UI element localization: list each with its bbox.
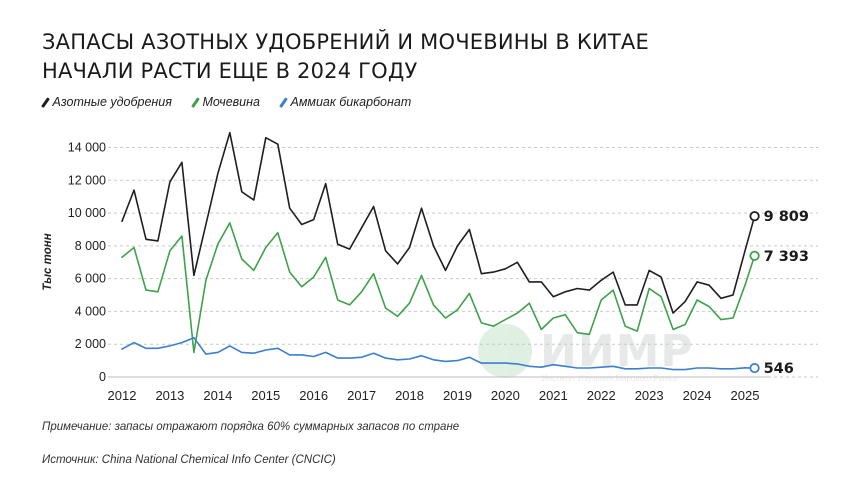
- y-tick-label: 12 000: [68, 173, 106, 187]
- x-tick-label: 2020: [491, 388, 520, 403]
- x-tick-label: 2016: [299, 388, 328, 403]
- x-tick-label: 2014: [203, 388, 232, 403]
- nitrogen-line: [121, 131, 756, 314]
- x-tick-label: 2019: [443, 388, 472, 403]
- source-note: Источник: China National Chemical Info C…: [42, 454, 336, 466]
- x-tick-label: 2021: [539, 388, 568, 403]
- legend-item-urea: Мочевина: [191, 95, 260, 109]
- footnote: Примечание: запасы отражают порядка 60% …: [42, 421, 460, 433]
- x-tick-label: 2023: [635, 388, 664, 403]
- x-tick-label: 2018: [395, 388, 424, 403]
- y-tick-label: 8 000: [75, 239, 106, 253]
- y-axis-title: Тыс тонн: [42, 233, 54, 290]
- legend-label-ammonium: Аммиак бикарбонат: [290, 95, 412, 109]
- legend-label-nitrogen: Азотные удобрения: [52, 95, 172, 109]
- y-tick-label: 2 000: [75, 337, 106, 351]
- series-layer: [121, 131, 760, 374]
- legend-item-ammonium: Аммиак бикарбонат: [279, 95, 412, 109]
- y-tick-label: 6 000: [75, 272, 106, 286]
- x-tick-label: 2012: [108, 388, 137, 403]
- y-tick-label: 4 000: [75, 304, 106, 318]
- urea-end-label: 7 393: [764, 249, 809, 265]
- x-tick-label: 2022: [587, 388, 616, 403]
- nitrogen-end-label: 9 809: [764, 209, 809, 225]
- ammonium-end-label: 546: [764, 361, 794, 377]
- ammonium-end-marker: [749, 362, 760, 374]
- chart-title-line-2: НАЧАЛИ РАСТИ ЕЩЕ В 2024 ГОДУ: [42, 59, 418, 83]
- x-tick-label: 2015: [251, 388, 280, 403]
- x-tick-label: 2025: [731, 388, 760, 403]
- x-tick-label: 2013: [155, 388, 184, 403]
- chart-title: ЗАПАСЫ АЗОТНЫХ УДОБРЕНИЙ И МОЧЕВИНЫ В КИ…: [42, 28, 762, 86]
- urea-line: [121, 222, 756, 354]
- urea-end-marker: [749, 250, 760, 261]
- legend-label-urea: Мочевина: [202, 95, 260, 109]
- legend-item-nitrogen: Азотные удобрения: [41, 95, 172, 109]
- chart-legend: Азотные удобрения Мочевина Аммиак бикарб…: [41, 95, 412, 109]
- label-layer: 9 809 7 393 546: [764, 209, 809, 377]
- grid-layer: [108, 147, 818, 378]
- x-tick-label: 2024: [683, 388, 712, 403]
- y-tick-label: 10 000: [68, 206, 106, 220]
- ammonium-line: [121, 336, 756, 371]
- chart-title-line-1: ЗАПАСЫ АЗОТНЫХ УДОБРЕНИЙ И МОЧЕВИНЫ В КИ…: [42, 30, 649, 54]
- y-tick-label: 0: [99, 370, 106, 384]
- nitrogen-end-marker: [749, 211, 760, 222]
- axis-layer: 0 2 000 4 000 6 000 8 000 10 000 12 000 14 000 Т…: [42, 141, 770, 403]
- y-tick-label: 14 000: [68, 141, 106, 155]
- x-tick-label: 2017: [347, 388, 376, 403]
